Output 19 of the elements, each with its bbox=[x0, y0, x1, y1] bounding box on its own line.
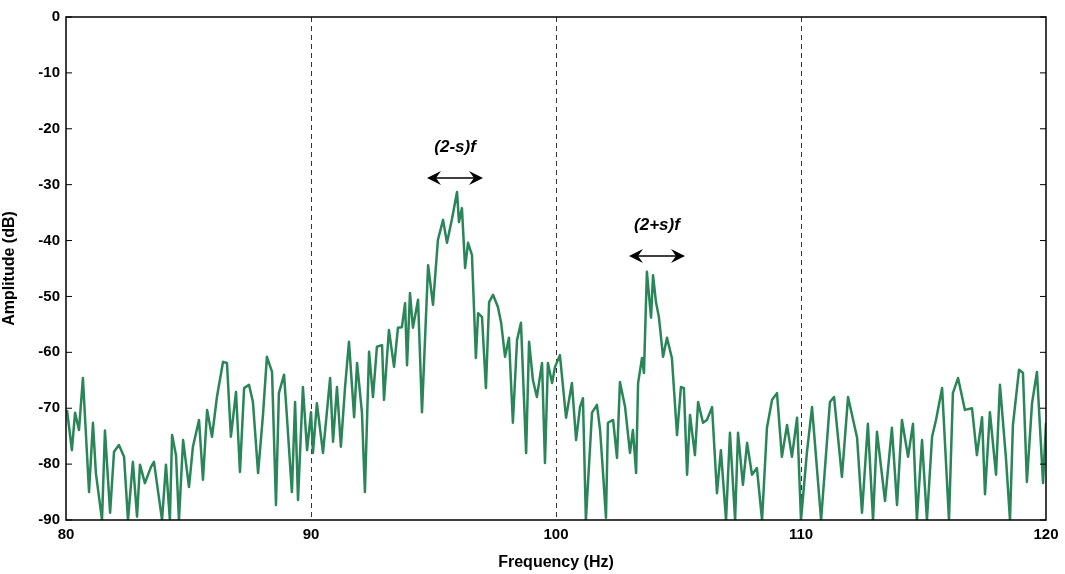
y-tick-label: -50 bbox=[38, 286, 60, 304]
annotation: (2+s)f bbox=[634, 215, 683, 235]
y-tick-label: -40 bbox=[38, 230, 60, 248]
y-tick-label: -60 bbox=[38, 342, 60, 360]
y-tick-label: -70 bbox=[38, 398, 60, 416]
x-axis-title: Frequency (Hz) bbox=[498, 552, 614, 570]
y-tick-label: 0 bbox=[51, 7, 60, 25]
y-tick-label: -20 bbox=[38, 118, 60, 136]
x-tick-label: 120 bbox=[1033, 525, 1059, 543]
x-tick-label: 110 bbox=[788, 525, 814, 543]
y-tick-label: -30 bbox=[38, 174, 60, 192]
y-axis-title: Amplitude (dB) bbox=[0, 211, 18, 326]
x-tick-label: 80 bbox=[57, 525, 75, 543]
y-tick-label: -80 bbox=[38, 454, 60, 472]
y-tick-label: -90 bbox=[38, 510, 60, 528]
annotation: (2-s)f bbox=[434, 136, 479, 156]
x-tick-label: 90 bbox=[302, 525, 320, 543]
y-tick-label: -10 bbox=[38, 63, 60, 81]
x-tick-label: 100 bbox=[543, 525, 569, 543]
